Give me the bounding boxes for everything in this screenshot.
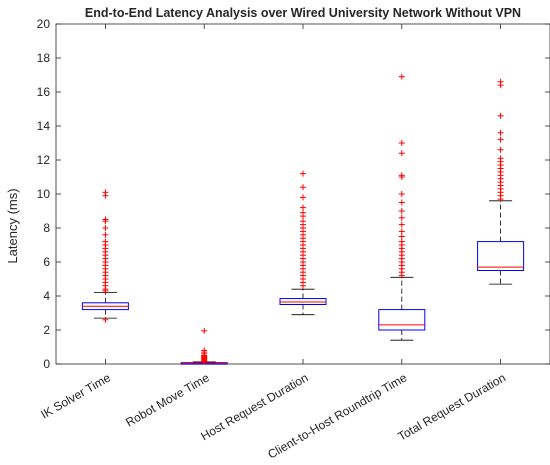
outlier-point (497, 112, 504, 119)
outlier-point (497, 129, 504, 136)
y-axis-label: Latency (ms) (5, 188, 20, 263)
outlier-point (497, 155, 504, 162)
x-tick-label: IK Solver Time (38, 370, 113, 421)
outlier-point (497, 78, 504, 85)
outlier-point (398, 73, 405, 80)
outlier-point (300, 170, 306, 177)
outlier-point (102, 189, 109, 196)
outlier-point (300, 184, 306, 191)
outlier-point (300, 204, 306, 211)
outlier-point (102, 231, 109, 238)
y-tick-label: 8 (43, 221, 50, 235)
outlier-point (398, 233, 405, 240)
outlier-point (398, 214, 405, 221)
y-tick-label: 20 (37, 17, 51, 31)
outlier-point (398, 221, 405, 228)
outlier-point (102, 216, 109, 223)
outlier-point (300, 218, 306, 225)
y-tick-label: 0 (43, 357, 50, 371)
outlier-point (102, 238, 109, 245)
outlier-point (300, 194, 306, 201)
y-tick-label: 14 (37, 119, 51, 133)
y-tick-label: 10 (37, 187, 51, 201)
outlier-point (398, 150, 405, 157)
plot-area: 0 2 4 6 8 10 12 14 16 18 20 IK Solver Time Robot Mov… (37, 17, 550, 462)
outlier-point (102, 225, 109, 231)
outlier-point (398, 140, 405, 146)
outlier-point (102, 316, 109, 323)
outlier-point (398, 191, 405, 197)
y-tick-label: 4 (43, 289, 50, 303)
outlier-point (497, 146, 504, 153)
outlier-point (398, 228, 405, 235)
outlier-point (398, 172, 405, 179)
outlier-point (398, 199, 405, 206)
x-tick-label: Robot Move Time (123, 370, 212, 429)
outlier-point (398, 238, 405, 245)
y-tick-label: 18 (37, 51, 51, 65)
y-tick-label: 6 (43, 255, 50, 269)
iqr-box (477, 241, 525, 272)
outlier-point (300, 209, 306, 216)
y-tick-label: 2 (43, 323, 50, 337)
outlier-point (497, 136, 504, 143)
x-tick-label: Total Request Duration (395, 370, 508, 443)
iqr-box (378, 309, 426, 331)
outlier-point (398, 208, 405, 214)
chart-title: End-to-End Latency Analysis over Wired U… (85, 6, 521, 20)
y-tick-label: 16 (37, 85, 51, 99)
outlier-point (201, 327, 208, 334)
outlier-point (201, 347, 208, 354)
y-tick-label: 12 (37, 153, 51, 167)
